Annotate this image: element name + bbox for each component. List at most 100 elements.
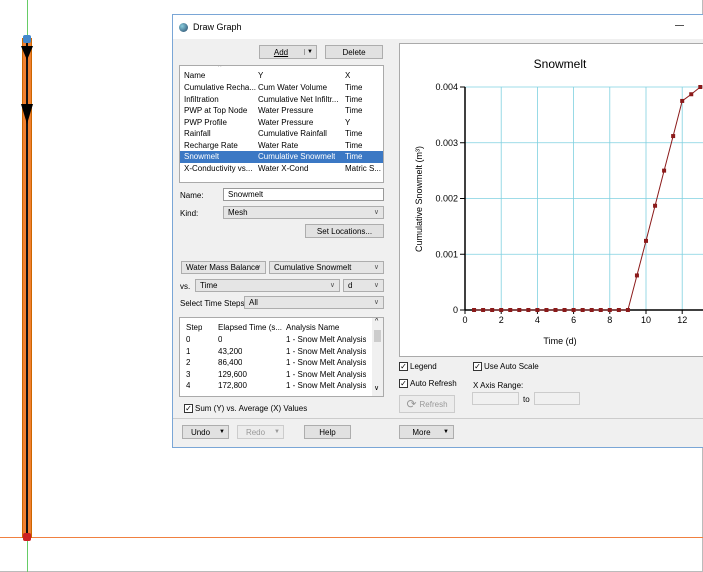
checkbox-checked-icon: ✓ [184,404,193,414]
refresh-button[interactable]: ⟳ Refresh [399,395,455,413]
sum-checkbox[interactable]: ✓ Sum (Y) vs. Average (X) Values [184,404,308,414]
set-locations-button[interactable]: Set Locations... [305,224,384,238]
top-node[interactable] [23,35,31,43]
scroll-down-icon[interactable]: ∨ [374,385,380,392]
kind-select[interactable]: Mesh ∨ [223,206,384,219]
dropdown-arrow-icon[interactable]: ▼ [443,429,449,435]
column-name[interactable]: Name [184,71,206,80]
chevron-down-icon: ∨ [373,282,379,289]
column-y[interactable]: Y [258,71,264,80]
x-axis-select[interactable]: Time ∨ [195,279,340,292]
cell: 43,200 [218,346,243,356]
data-point [634,273,639,278]
graph-list-item[interactable]: PWP at Top Node Water Pressure Time [180,105,383,117]
graph-list[interactable]: ^ Name Y X Cumulative Recha... Cum Water … [179,65,384,183]
auto-refresh-checkbox[interactable]: ✓ Auto Refresh [399,379,457,389]
x-range-max-input[interactable] [534,392,580,405]
dropdown-arrow-icon[interactable]: ▼ [304,49,313,55]
graph-list-item[interactable]: PWP Profile Water Pressure Y [180,117,383,129]
checkbox-checked-icon: ✓ [399,362,408,372]
data-point [671,134,676,139]
cell: Time [345,140,363,150]
y-tick-label: 0.001 [435,249,458,259]
more-button[interactable]: More ▼ [399,425,454,439]
cell: Water Pressure [258,106,314,115]
vs-label: vs. [180,282,191,291]
cell: Cumulative Snowmelt [258,152,336,161]
cell: 1 [186,346,191,356]
cell: 0 [218,335,223,344]
data-point [526,308,531,312]
sort-up-icon: ^ [218,65,222,71]
cell: 1 - Snow Melt Analysis [286,369,367,379]
graph-list-item[interactable]: Snowmelt Cumulative Snowmelt Time [180,151,383,163]
step-row[interactable]: 3 129,600 1 - Snow Melt Analysis [180,369,383,381]
minimize-icon[interactable] [675,25,684,26]
graph-list-item[interactable]: Cumulative Recha... Cum Water Volume Time [180,82,383,94]
y-tick-label: 0.004 [435,82,458,92]
column-elapsed[interactable]: Elapsed Time (s... [218,323,283,332]
x-axis-label: Time (d) [543,336,576,346]
undo-button[interactable]: Undo ▼ [182,425,229,439]
column-x[interactable]: X [345,71,351,80]
scrollbar[interactable]: ^ ∨ [372,318,383,396]
undo-label: Undo [190,427,211,437]
step-row[interactable]: 2 86,400 1 - Snow Melt Analysis [180,357,383,369]
to-label: to [523,395,530,404]
unit-select[interactable]: d ∨ [343,279,384,292]
checkbox-checked-icon: ✓ [399,379,408,389]
sum-label: Sum (Y) vs. Average (X) Values [195,404,308,413]
step-row[interactable]: 0 0 1 - Snow Melt Analysis [180,334,383,346]
window-title: Draw Graph [193,22,242,32]
orange-axis-line [0,537,703,538]
add-button[interactable]: Add ▼ [259,45,317,59]
set-locations-label: Set Locations... [316,226,373,236]
graph-list-item[interactable]: Infiltration Cumulative Net Infiltr... Tim… [180,94,383,106]
y-tick-label: 0.003 [435,138,458,148]
cell: 1 - Snow Melt Analysis [286,335,367,344]
auto-scale-checkbox[interactable]: ✓ Use Auto Scale [473,362,539,372]
help-button[interactable]: Help [304,425,351,439]
scroll-thumb[interactable] [374,330,381,342]
data-point [680,98,685,103]
graph-list-item[interactable]: Rainfall Cumulative Rainfall Time [180,128,383,140]
dropdown-arrow-icon[interactable]: ▼ [274,429,280,435]
bottom-node[interactable] [23,533,31,541]
cell: X-Conductivity vs... [184,163,253,173]
data-point [607,308,612,312]
time-steps-select[interactable]: All ∨ [244,296,384,309]
name-input[interactable]: Snowmelt [223,188,384,201]
delete-label: Delete [342,47,366,57]
y-tick-label: 0.002 [435,194,458,204]
unit-value: d [348,281,353,290]
column-analysis[interactable]: Analysis Name [286,323,340,332]
snowmelt-chart: Snowmelt 0 2 4 6 8 10 12 0 0.001 0.002 0.003 0.004 Ti… [414,57,703,346]
cell: Time [345,152,363,161]
category-select[interactable]: Water Mass Balance ∨ [181,261,266,274]
data-point [508,308,513,312]
cell: PWP Profile [184,117,227,127]
legend-checkbox[interactable]: ✓ Legend [399,362,437,372]
data-point [644,238,648,243]
auto-scale-label: Use Auto Scale [484,362,539,371]
x-range-min-input[interactable] [472,392,519,405]
cell: Time [345,94,363,104]
delete-button[interactable]: Delete [325,45,383,59]
redo-button[interactable]: Redo ▼ [237,425,284,439]
data-point [698,85,703,89]
step-row[interactable]: 1 43,200 1 - Snow Melt Analysis [180,346,383,358]
title-bar: Draw Graph [173,15,703,39]
graph-list-item[interactable]: X-Conductivity vs... Water X-Cond Matric S… [180,163,383,175]
auto-refresh-label: Auto Refresh [410,379,457,388]
dropdown-arrow-icon[interactable]: ▼ [219,429,225,435]
add-label: Add [273,47,289,57]
quantity-select[interactable]: Cumulative Snowmelt ∨ [269,261,384,274]
help-label: Help [319,427,336,437]
graph-list-item[interactable]: Recharge Rate Water Rate Time [180,140,383,152]
cell: PWP at Top Node [184,106,248,115]
column-step[interactable]: Step [186,323,203,332]
scroll-up-icon[interactable]: ^ [375,318,379,325]
step-row[interactable]: 4 172,800 1 - Snow Melt Analysis [180,380,383,392]
data-point [481,308,486,312]
